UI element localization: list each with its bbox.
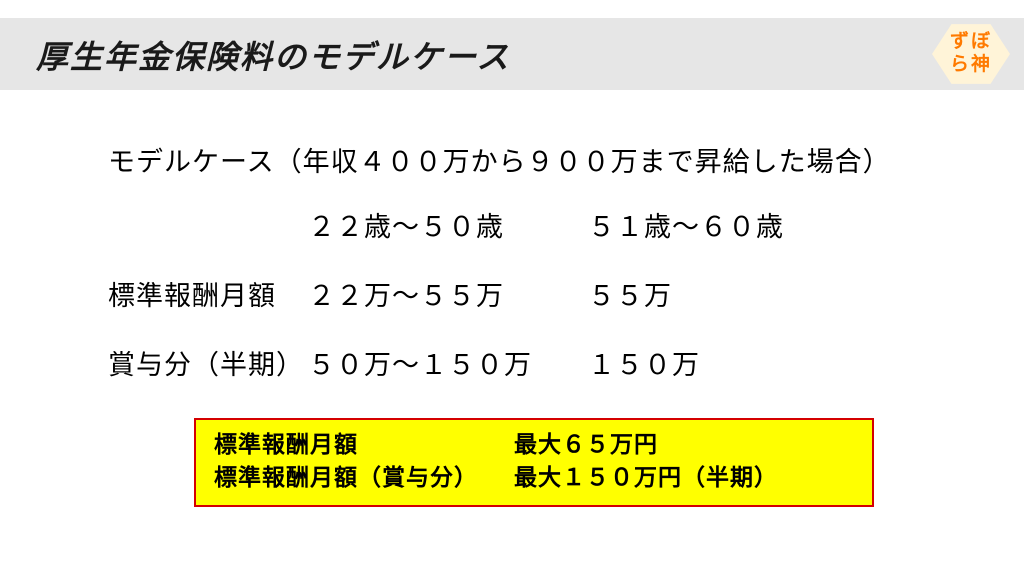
- logo-line1: ずぼ: [950, 31, 992, 54]
- hexagon-icon: ずぼ ら神: [932, 20, 1010, 88]
- table-row0-label: 標準報酬月額: [108, 274, 308, 313]
- logo-line2: ら神: [950, 54, 992, 77]
- table-row0-col1: ２２万～５５万: [308, 274, 588, 313]
- callout-row-0: 標準報酬月額 最大６５万円: [214, 428, 854, 461]
- page-title: 厚生年金保険料のモデルケース: [36, 32, 510, 78]
- callout-0-label: 標準報酬月額: [214, 428, 514, 461]
- table-row1-col2: １５０万: [588, 343, 808, 382]
- table-header-0: [108, 205, 308, 244]
- table-row0-col2: ５５万: [588, 274, 808, 313]
- callout-1-label: 標準報酬月額（賞与分）: [214, 461, 514, 494]
- highlight-callout: 標準報酬月額 最大６５万円 標準報酬月額（賞与分） 最大１５０万円（半期）: [194, 418, 874, 507]
- table-header-2: ５１歳～６０歳: [588, 205, 808, 244]
- content-body: モデルケース（年収４００万から９００万まで昇給した場合） ２２歳～５０歳 ５１歳…: [108, 140, 928, 382]
- table-header-1: ２２歳～５０歳: [308, 205, 588, 244]
- table-row1-col1: ５０万～１５０万: [308, 343, 588, 382]
- logo-badge: ずぼ ら神: [932, 20, 1010, 88]
- subtitle: モデルケース（年収４００万から９００万まで昇給した場合）: [108, 140, 928, 179]
- table-row1-label: 賞与分（半期）: [108, 343, 308, 382]
- callout-1-value: 最大１５０万円（半期）: [514, 461, 854, 494]
- callout-row-1: 標準報酬月額（賞与分） 最大１５０万円（半期）: [214, 461, 854, 494]
- callout-0-value: 最大６５万円: [514, 428, 854, 461]
- data-table: ２２歳～５０歳 ５１歳～６０歳 標準報酬月額 ２２万～５５万 ５５万 賞与分（半…: [108, 205, 928, 382]
